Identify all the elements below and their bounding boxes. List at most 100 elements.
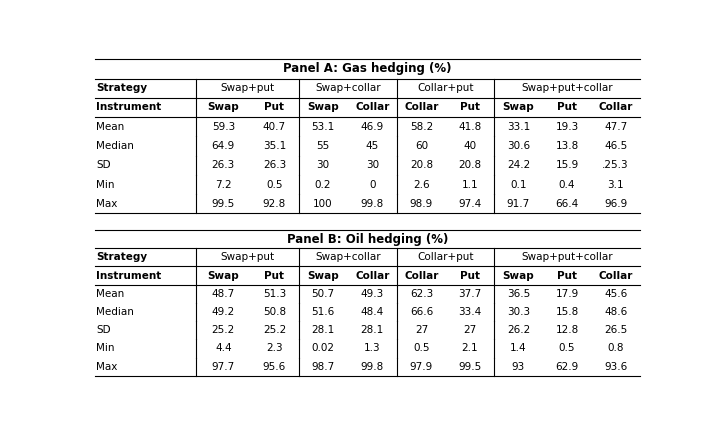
Text: 17.9: 17.9 (555, 289, 578, 299)
Text: 50.8: 50.8 (263, 307, 286, 317)
Text: 15.9: 15.9 (555, 160, 578, 170)
Text: Instrument: Instrument (96, 103, 161, 112)
Text: 26.3: 26.3 (263, 160, 286, 170)
Text: 0: 0 (369, 180, 376, 190)
Text: 2.6: 2.6 (413, 180, 430, 190)
Text: SD: SD (96, 160, 111, 170)
Text: 0.5: 0.5 (559, 343, 575, 354)
Text: Swap: Swap (503, 103, 534, 112)
Text: Swap+put: Swap+put (221, 252, 275, 262)
Text: Collar: Collar (598, 103, 633, 112)
Text: Put: Put (557, 271, 577, 280)
Text: Swap: Swap (503, 271, 534, 280)
Text: 2.1: 2.1 (462, 343, 478, 354)
Text: Put: Put (264, 103, 284, 112)
Text: 0.5: 0.5 (413, 343, 430, 354)
Text: 48.6: 48.6 (604, 307, 627, 317)
Text: 47.7: 47.7 (604, 122, 627, 132)
Text: Panel A: Gas hedging (%): Panel A: Gas hedging (%) (283, 63, 451, 75)
Text: 25.2: 25.2 (212, 325, 235, 335)
Text: 50.7: 50.7 (311, 289, 335, 299)
Text: Collar: Collar (404, 103, 438, 112)
Text: 27: 27 (463, 325, 476, 335)
Text: 20.8: 20.8 (458, 160, 481, 170)
Text: 99.8: 99.8 (361, 362, 384, 372)
Text: 25.2: 25.2 (263, 325, 286, 335)
Text: Min: Min (96, 180, 115, 190)
Text: 62.9: 62.9 (555, 362, 578, 372)
Text: Panel B: Oil hedging (%): Panel B: Oil hedging (%) (286, 233, 448, 245)
Text: Swap+collar: Swap+collar (315, 252, 381, 262)
Text: 7.2: 7.2 (215, 180, 231, 190)
Text: 33.4: 33.4 (458, 307, 481, 317)
Text: 19.3: 19.3 (555, 122, 578, 132)
Text: 15.8: 15.8 (555, 307, 578, 317)
Text: 49.2: 49.2 (212, 307, 235, 317)
Text: 4.4: 4.4 (215, 343, 231, 354)
Text: Swap+put+collar: Swap+put+collar (521, 252, 613, 262)
Text: 58.2: 58.2 (410, 122, 433, 132)
Text: 20.8: 20.8 (410, 160, 433, 170)
Text: 45.6: 45.6 (604, 289, 627, 299)
Text: 1.4: 1.4 (511, 343, 527, 354)
Text: 46.9: 46.9 (361, 122, 384, 132)
Text: 3.1: 3.1 (607, 180, 624, 190)
Text: 40.7: 40.7 (263, 122, 286, 132)
Text: 48.4: 48.4 (361, 307, 384, 317)
Text: Put: Put (460, 271, 480, 280)
Text: Put: Put (557, 103, 577, 112)
Text: 1.3: 1.3 (364, 343, 381, 354)
Text: 40: 40 (463, 141, 476, 151)
Text: Median: Median (96, 141, 134, 151)
Text: 98.7: 98.7 (311, 362, 335, 372)
Text: Collar+put: Collar+put (418, 252, 474, 262)
Text: Swap: Swap (208, 271, 239, 280)
Text: Swap+collar: Swap+collar (315, 83, 381, 93)
Text: 93.6: 93.6 (604, 362, 627, 372)
Text: Swap+put: Swap+put (221, 83, 275, 93)
Text: Instrument: Instrument (96, 271, 161, 280)
Text: Min: Min (96, 343, 115, 354)
Text: Put: Put (460, 103, 480, 112)
Text: Collar+put: Collar+put (418, 83, 474, 93)
Text: 30: 30 (316, 160, 330, 170)
Text: 60: 60 (415, 141, 428, 151)
Text: 98.9: 98.9 (410, 199, 433, 209)
Text: 1.1: 1.1 (462, 180, 478, 190)
Text: 12.8: 12.8 (555, 325, 578, 335)
Text: 51.6: 51.6 (311, 307, 335, 317)
Text: 99.5: 99.5 (458, 362, 481, 372)
Text: SD: SD (96, 325, 111, 335)
Text: 45: 45 (366, 141, 379, 151)
Text: 53.1: 53.1 (311, 122, 335, 132)
Text: 0.2: 0.2 (315, 180, 331, 190)
Text: Strategy: Strategy (96, 252, 148, 262)
Text: Collar: Collar (404, 271, 438, 280)
Text: Collar: Collar (355, 271, 389, 280)
Text: 48.7: 48.7 (212, 289, 235, 299)
Text: 97.9: 97.9 (410, 362, 433, 372)
Text: Collar: Collar (598, 271, 633, 280)
Text: 13.8: 13.8 (555, 141, 578, 151)
Text: 35.1: 35.1 (263, 141, 286, 151)
Text: 0.5: 0.5 (266, 180, 283, 190)
Text: 46.5: 46.5 (604, 141, 627, 151)
Text: 64.9: 64.9 (212, 141, 235, 151)
Text: 0.02: 0.02 (311, 343, 335, 354)
Text: 0.4: 0.4 (559, 180, 575, 190)
Text: 0.1: 0.1 (511, 180, 527, 190)
Text: 30.6: 30.6 (507, 141, 530, 151)
Text: 27: 27 (415, 325, 428, 335)
Text: 26.3: 26.3 (212, 160, 235, 170)
Text: Strategy: Strategy (96, 83, 148, 93)
Text: 66.4: 66.4 (555, 199, 578, 209)
Text: 26.5: 26.5 (604, 325, 627, 335)
Text: 28.1: 28.1 (311, 325, 335, 335)
Text: 2.3: 2.3 (266, 343, 283, 354)
Text: 33.1: 33.1 (507, 122, 530, 132)
Text: 41.8: 41.8 (458, 122, 481, 132)
Text: 95.6: 95.6 (263, 362, 286, 372)
Text: Max: Max (96, 199, 118, 209)
Text: 51.3: 51.3 (263, 289, 286, 299)
Text: Mean: Mean (96, 289, 125, 299)
